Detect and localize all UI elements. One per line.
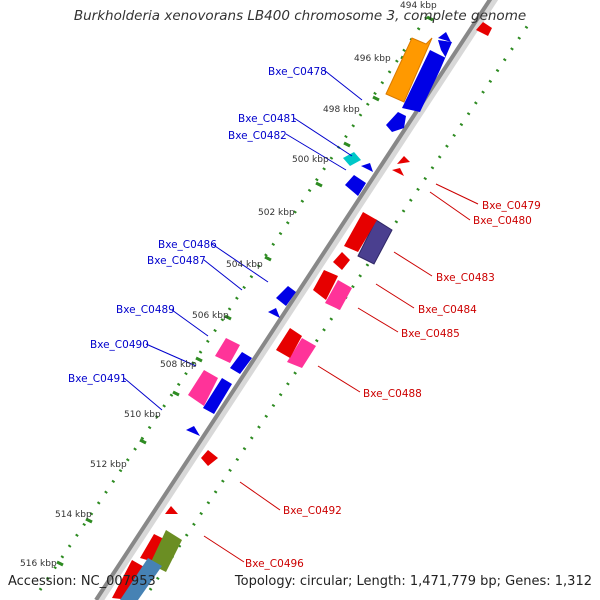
gene-feature-red bbox=[313, 270, 338, 300]
kbp-label: 512 kbp bbox=[90, 460, 127, 470]
gene-feature-blue bbox=[203, 378, 232, 414]
left-gene-labels: Bxe_C0478 Bxe_C0481 Bxe_C0482 Bxe_C0486 … bbox=[68, 66, 327, 385]
gene-label: Bxe_C0485 bbox=[401, 328, 460, 340]
tick-504 bbox=[264, 255, 272, 262]
tick-500 bbox=[343, 141, 351, 148]
gene-feature-blue bbox=[361, 163, 373, 172]
gene-feature-cyan bbox=[343, 152, 361, 166]
gene-label: Bxe_C0479 bbox=[482, 200, 541, 212]
gene-feature-red bbox=[276, 328, 302, 358]
gene-feature-red bbox=[165, 506, 178, 514]
gene-feature-steelblue bbox=[120, 558, 162, 600]
gene-label: Bxe_C0480 bbox=[473, 215, 532, 227]
outer-dotted-ring bbox=[38, 11, 432, 591]
gene-feature-pink bbox=[325, 280, 352, 310]
gene-feature-pink bbox=[287, 338, 316, 368]
kbp-label: 498 kbp bbox=[323, 105, 360, 115]
kbp-label: 508 kbp bbox=[160, 360, 197, 370]
gene-feature-blue bbox=[186, 426, 200, 436]
topology-label: Topology: circular; Length: 1,471,779 bp… bbox=[234, 574, 592, 589]
gene-feature-blue bbox=[276, 286, 296, 306]
gene-label: Bxe_C0492 bbox=[283, 505, 342, 517]
gene-feature-olive bbox=[150, 530, 182, 572]
kbp-label: 494 kbp bbox=[400, 1, 437, 11]
gene-label: Bxe_C0490 bbox=[90, 339, 149, 351]
reverse-strand-features bbox=[112, 22, 492, 600]
kbp-label: 516 kbp bbox=[20, 559, 57, 569]
right-label-connectors bbox=[203, 183, 479, 563]
gene-feature-red bbox=[201, 450, 218, 466]
gene-label: Bxe_C0482 bbox=[228, 130, 287, 142]
map-title: Burkholderia xenovorans LB400 chromosome… bbox=[73, 8, 527, 24]
tick-502 bbox=[315, 181, 323, 188]
kbp-label: 510 kbp bbox=[124, 410, 161, 420]
gene-feature-red bbox=[476, 22, 492, 36]
gene-feature-red bbox=[344, 212, 377, 252]
tick-498 bbox=[372, 95, 380, 102]
tick-512 bbox=[139, 438, 147, 445]
gene-label: Bxe_C0478 bbox=[268, 66, 327, 78]
gene-feature-blue bbox=[402, 40, 452, 112]
gene-feature-red bbox=[112, 560, 146, 600]
gene-feature-blue bbox=[438, 32, 451, 42]
tick-494 bbox=[426, 15, 434, 22]
gene-label: Bxe_C0496 bbox=[245, 558, 304, 570]
gene-feature-blue bbox=[345, 175, 366, 196]
kbp-label: 502 kbp bbox=[258, 208, 295, 218]
backbone-shadow bbox=[95, 0, 499, 600]
kbp-label: 506 kbp bbox=[192, 311, 229, 321]
gene-feature-red bbox=[392, 168, 404, 176]
kbp-label: 514 kbp bbox=[55, 510, 92, 520]
kbp-ticks bbox=[56, 15, 434, 567]
gene-feature-red bbox=[397, 156, 410, 164]
gene-label: Bxe_C0491 bbox=[68, 373, 127, 385]
kbp-label: 496 kbp bbox=[354, 54, 391, 64]
gene-feature-blue bbox=[230, 352, 252, 374]
gene-label: Bxe_C0486 bbox=[158, 239, 217, 251]
kbp-label: 504 kbp bbox=[226, 260, 263, 270]
gene-feature-pink bbox=[215, 338, 240, 363]
gene-label: Bxe_C0484 bbox=[418, 304, 477, 316]
gene-label: Bxe_C0483 bbox=[436, 272, 495, 284]
gene-feature-pink bbox=[188, 370, 218, 406]
gene-label: Bxe_C0488 bbox=[363, 388, 422, 400]
gene-label: Bxe_C0481 bbox=[238, 113, 297, 125]
gene-feature-blue bbox=[268, 308, 280, 318]
tick-510 bbox=[172, 390, 180, 397]
gene-feature-blue bbox=[386, 112, 406, 132]
left-label-connectors bbox=[123, 69, 363, 411]
forward-strand-features bbox=[186, 32, 452, 436]
accession-label: Accession: NC_007953 bbox=[8, 574, 156, 589]
gene-feature-orange bbox=[385, 37, 433, 103]
gene-feature-purple bbox=[357, 219, 393, 265]
kbp-labels: 494 kbp 496 kbp 498 kbp 500 kbp 502 kbp … bbox=[20, 1, 437, 569]
gene-feature-red bbox=[140, 534, 166, 562]
gene-label: Bxe_C0489 bbox=[116, 304, 175, 316]
kbp-label: 500 kbp bbox=[292, 155, 329, 165]
right-gene-labels: Bxe_C0479 Bxe_C0480 Bxe_C0483 Bxe_C0484 … bbox=[245, 200, 541, 570]
gene-feature-red bbox=[333, 252, 350, 270]
tick-508 bbox=[195, 356, 203, 363]
gene-label: Bxe_C0487 bbox=[147, 255, 206, 267]
tick-516 bbox=[56, 560, 64, 567]
tick-514 bbox=[85, 517, 93, 524]
tick-506 bbox=[224, 314, 232, 321]
